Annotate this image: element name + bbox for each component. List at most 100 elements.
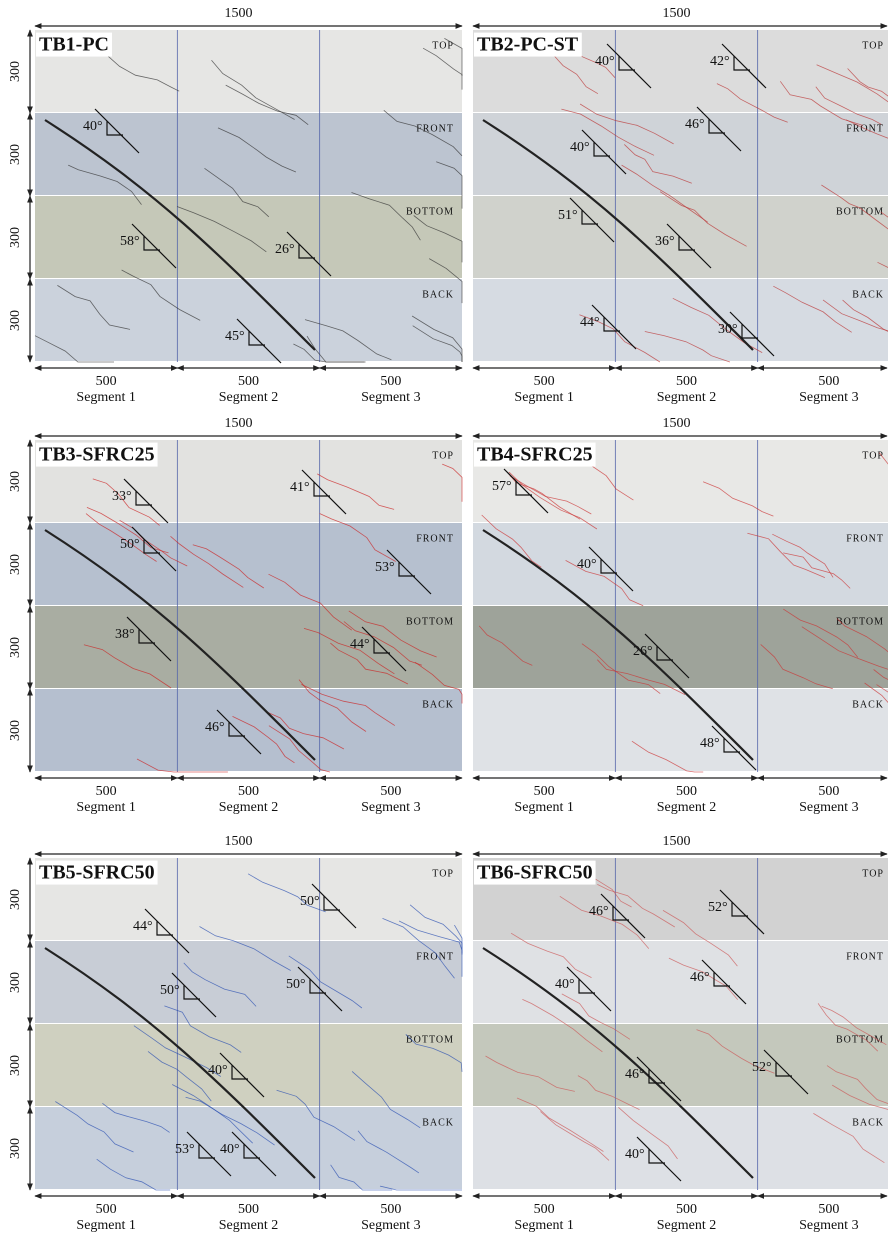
angle-label: 53° <box>375 560 395 575</box>
length-label: 1500 <box>663 6 691 21</box>
segment-label: Segment 3 <box>361 800 421 815</box>
angle-label: 40° <box>83 119 103 134</box>
specimen-panel: TOPFRONTBOTTOMBACKTB5-SFRC50150030030030… <box>8 834 462 1233</box>
length-label: 1500 <box>225 6 253 21</box>
segment-label: Segment 3 <box>799 1218 859 1233</box>
face-label: BACK <box>422 1117 454 1128</box>
angle-label: 48° <box>700 736 720 751</box>
face-label: BOTTOM <box>406 1034 454 1045</box>
angle-label: 26° <box>633 644 653 659</box>
segment-length: 500 <box>96 784 117 799</box>
panel-title: TB1-PC <box>39 34 109 56</box>
angle-label: 46° <box>690 970 710 985</box>
face-label: BACK <box>852 289 884 300</box>
segment-length: 500 <box>380 374 401 389</box>
face-strip <box>35 606 462 688</box>
angle-label: 33° <box>112 489 132 504</box>
face-label: BACK <box>422 289 454 300</box>
face-label: FRONT <box>416 533 454 544</box>
face-strip <box>35 941 462 1023</box>
panel-title: TB4-SFRC25 <box>477 444 593 466</box>
angle-label: 38° <box>115 627 135 642</box>
face-label: FRONT <box>846 951 884 962</box>
angle-label: 46° <box>685 117 705 132</box>
angle-label: 40° <box>220 1142 240 1157</box>
face-label: TOP <box>862 40 884 51</box>
face-strip <box>473 279 888 361</box>
angle-label: 26° <box>275 242 295 257</box>
segment-length: 500 <box>380 1202 401 1217</box>
angle-label: 52° <box>708 900 728 915</box>
segment-length: 500 <box>534 1202 555 1217</box>
height-label: 300 <box>8 637 23 658</box>
specimen-panel: TOPFRONTBOTTOMBACKTB6-SFRC501500500Segme… <box>473 834 888 1233</box>
segment-length: 500 <box>238 374 259 389</box>
segment-label: Segment 1 <box>76 390 136 405</box>
segment-length: 500 <box>818 784 839 799</box>
height-label: 300 <box>8 554 23 575</box>
height-label: 300 <box>8 1055 23 1076</box>
length-label: 1500 <box>225 834 253 849</box>
segment-label: Segment 1 <box>76 800 136 815</box>
segment-label: Segment 2 <box>219 390 279 405</box>
angle-label: 52° <box>752 1060 772 1075</box>
face-label: BACK <box>852 699 884 710</box>
page: {"panels": [ {"title": "TB1-PC", "length… <box>0 0 888 1242</box>
angle-label: 51° <box>558 208 578 223</box>
segment-label: Segment 3 <box>361 1218 421 1233</box>
segment-length: 500 <box>534 784 555 799</box>
face-strip <box>473 689 888 771</box>
height-label: 300 <box>8 1138 23 1159</box>
segment-label: Segment 3 <box>799 800 859 815</box>
angle-label: 44° <box>580 315 600 330</box>
angle-label: 46° <box>589 904 609 919</box>
angle-label: 36° <box>655 234 675 249</box>
angle-label: 46° <box>625 1067 645 1082</box>
angle-label: 57° <box>492 479 512 494</box>
segment-label: Segment 2 <box>657 800 717 815</box>
face-label: BACK <box>422 699 454 710</box>
angle-label: 40° <box>570 140 590 155</box>
angle-label: 46° <box>205 720 225 735</box>
face-strip <box>35 689 462 771</box>
panel-title: TB6-SFRC50 <box>477 862 593 884</box>
length-label: 1500 <box>663 834 691 849</box>
segment-length: 500 <box>238 784 259 799</box>
segment-label: Segment 3 <box>361 390 421 405</box>
segment-length: 500 <box>238 1202 259 1217</box>
face-label: BOTTOM <box>406 206 454 217</box>
angle-label: 50° <box>120 537 140 552</box>
segment-label: Segment 2 <box>657 1218 717 1233</box>
angle-label: 41° <box>290 480 310 495</box>
face-label: BOTTOM <box>406 616 454 627</box>
figure: TOP FRONT BOTTOM BACK TB1-PC 1500 300 300 300 300… <box>0 0 888 1242</box>
angle-label: 42° <box>710 54 730 69</box>
face-label: TOP <box>432 450 454 461</box>
height-label: 300 <box>8 61 23 82</box>
face-label: FRONT <box>846 533 884 544</box>
height-label: 300 <box>8 310 23 331</box>
length-label: 1500 <box>663 416 691 431</box>
face-label: BACK <box>852 1117 884 1128</box>
segment-label: Segment 2 <box>657 390 717 405</box>
height-label: 300 <box>8 227 23 248</box>
face-label: BOTTOM <box>836 1034 884 1045</box>
face-label: FRONT <box>416 123 454 134</box>
angle-label: 50° <box>300 894 320 909</box>
segment-length: 500 <box>676 374 697 389</box>
length-label: 1500 <box>225 416 253 431</box>
panel-title: TB2-PC-ST <box>477 34 579 56</box>
segment-length: 500 <box>96 1202 117 1217</box>
angle-label: 40° <box>595 54 615 69</box>
angle-label: 58° <box>120 234 140 249</box>
face-strip <box>35 196 462 278</box>
angle-label: 44° <box>350 637 370 652</box>
face-label: BOTTOM <box>836 616 884 627</box>
angle-label: 40° <box>555 977 575 992</box>
segment-length: 500 <box>818 1202 839 1217</box>
segment-label: Segment 3 <box>799 390 859 405</box>
segment-label: Segment 1 <box>514 1218 574 1233</box>
segment-length: 500 <box>380 784 401 799</box>
segment-label: Segment 2 <box>219 1218 279 1233</box>
face-strip <box>35 279 462 361</box>
